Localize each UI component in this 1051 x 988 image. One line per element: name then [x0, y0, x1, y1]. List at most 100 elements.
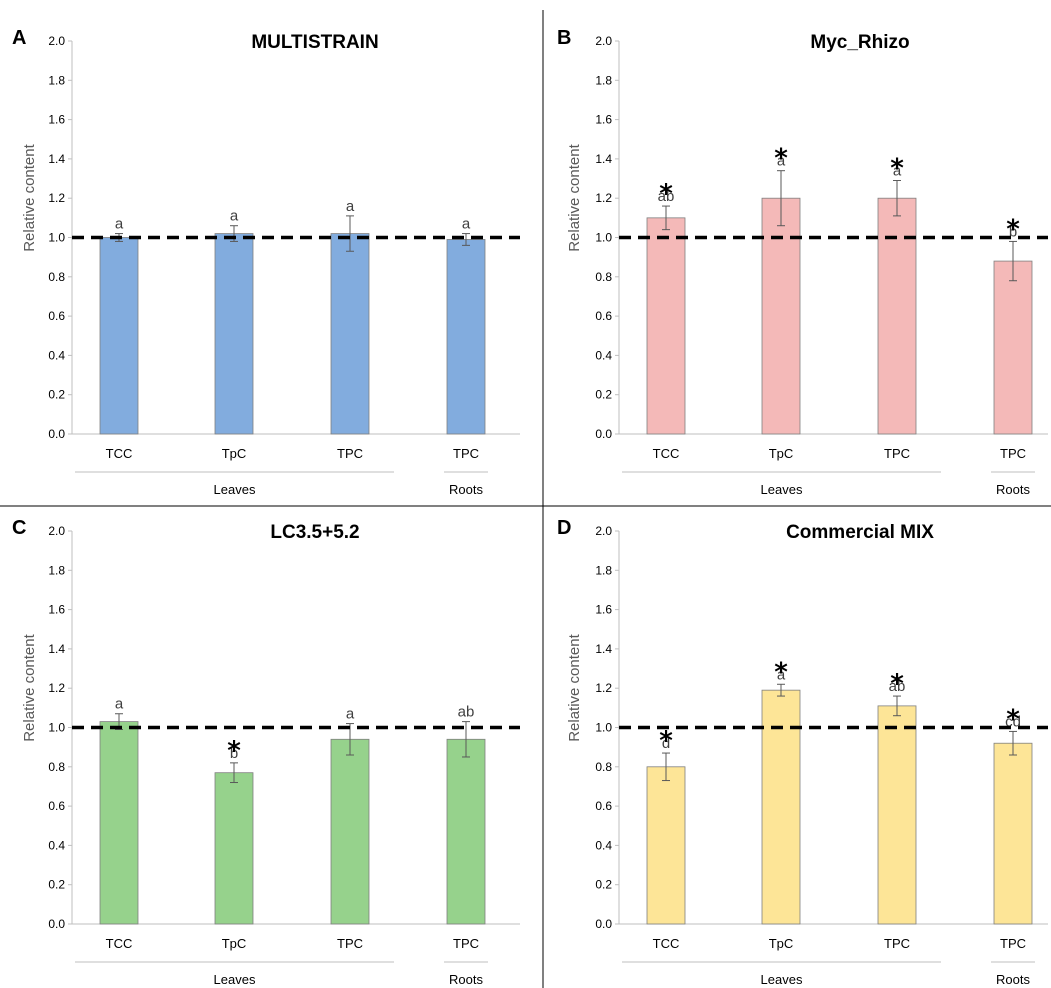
group-label: Roots [449, 972, 483, 987]
significance-letter: a [346, 198, 355, 215]
chart-title: Commercial MIX [786, 522, 934, 543]
significance-star: * [659, 726, 673, 756]
y-tick-label: 1.6 [48, 113, 65, 127]
significance-letter: a [462, 216, 471, 233]
y-tick-label: 0.4 [595, 838, 612, 852]
significance-star: * [774, 144, 788, 174]
y-tick-label: 0.4 [595, 348, 612, 362]
y-tick-label: 1.8 [595, 563, 612, 577]
bar [646, 217, 686, 435]
x-tick-label: TCC [653, 446, 680, 461]
x-tick-label: TPC [1000, 446, 1026, 461]
x-tick-label: TPC [453, 936, 479, 951]
significance-letter: ab [889, 678, 906, 695]
bar [761, 689, 801, 925]
significance-letter: a [777, 666, 786, 683]
significance-letter: a [346, 706, 355, 723]
y-axis-label: Relative content [566, 633, 583, 741]
group-label: Leaves [761, 972, 803, 987]
y-axis-label: Relative content [566, 143, 583, 251]
x-tick-label: TpC [222, 446, 247, 461]
y-tick-label: 0.0 [595, 427, 612, 441]
x-tick-label: TCC [106, 446, 133, 461]
significance-letter: a [115, 696, 124, 713]
y-tick-label: 0.2 [595, 878, 612, 892]
x-tick-label: TCC [653, 936, 680, 951]
bar [214, 772, 254, 925]
group-label: Leaves [214, 972, 256, 987]
y-tick-label: 0.8 [48, 760, 65, 774]
x-tick-label: TPC [337, 936, 363, 951]
y-tick-label: 0.0 [48, 917, 65, 931]
significance-star: * [659, 179, 673, 209]
y-tick-label: 0.0 [48, 427, 65, 441]
y-tick-label: 1.0 [48, 231, 65, 245]
significance-star: * [1006, 704, 1020, 734]
significance-star: * [1006, 214, 1020, 244]
y-tick-label: 1.4 [595, 152, 612, 166]
y-tick-label: 1.0 [595, 231, 612, 245]
y-tick-label: 0.6 [48, 799, 65, 813]
group-label: Roots [449, 482, 483, 497]
bar [761, 197, 801, 435]
y-tick-label: 0.6 [595, 309, 612, 323]
bar [993, 742, 1033, 925]
x-tick-label: TPC [1000, 936, 1026, 951]
significance-letter: a [777, 153, 786, 170]
significance-letter: ab [458, 704, 475, 721]
bar [99, 721, 139, 925]
y-tick-label: 1.0 [48, 721, 65, 735]
panel-letter: C [12, 517, 26, 539]
significance-star: * [227, 736, 241, 766]
significance-star: * [890, 154, 904, 184]
significance-letter: a [230, 208, 239, 225]
y-tick-label: 1.4 [48, 152, 65, 166]
bar [214, 233, 254, 435]
x-tick-label: TPC [453, 446, 479, 461]
y-axis-label: Relative content [21, 633, 38, 741]
x-tick-label: TpC [769, 446, 794, 461]
significance-star: * [774, 657, 788, 687]
significance-letter: d [662, 735, 670, 752]
group-label: Roots [996, 482, 1030, 497]
y-tick-label: 2.0 [595, 34, 612, 48]
bar [877, 705, 917, 925]
chart-panel-a: A MULTISTRAIN 0.0 0.2 0.4 0.6 0.8 1.0 1.2 1.4 1.6 1… [12, 27, 520, 497]
bar [993, 260, 1033, 435]
panel-letter: B [557, 27, 571, 49]
significance-letter: b [230, 745, 238, 762]
y-tick-label: 2.0 [595, 524, 612, 538]
x-tick-label: TPC [337, 446, 363, 461]
chart-panels: A MULTISTRAIN 0.0 0.2 0.4 0.6 0.8 1.0 1.2 1.4 1.6 1… [12, 27, 1048, 987]
x-tick-label: TPC [884, 936, 910, 951]
y-tick-label: 1.4 [48, 642, 65, 656]
y-tick-label: 0.8 [595, 270, 612, 284]
y-tick-label: 1.6 [595, 603, 612, 617]
group-label: Roots [996, 972, 1030, 987]
x-tick-label: TpC [222, 936, 247, 951]
y-tick-label: 1.4 [595, 642, 612, 656]
chart-panel-b: B Myc_Rhizo 0.0 0.2 0.4 0.6 0.8 1.0 1.2 1.4 1.6 1.8… [557, 27, 1048, 497]
chart-panel-c: C LC3.5+5.2 0.0 0.2 0.4 0.6 0.8 1.0 1.2 1.4 1.6 1.8… [12, 517, 520, 987]
y-tick-label: 1.8 [48, 563, 65, 577]
y-tick-label: 0.2 [595, 388, 612, 402]
bar [446, 239, 486, 435]
bar [330, 233, 370, 435]
significance-letter: a [115, 216, 124, 233]
panel-dividers [0, 10, 1051, 988]
y-tick-label: 1.2 [595, 191, 612, 205]
y-tick-label: 0.2 [48, 388, 65, 402]
y-tick-label: 0.4 [48, 838, 65, 852]
y-tick-label: 1.8 [48, 73, 65, 87]
y-tick-label: 0.6 [48, 309, 65, 323]
significance-letter: ab [658, 188, 675, 205]
y-axis-label: Relative content [21, 143, 38, 251]
chart-title: LC3.5+5.2 [270, 522, 359, 543]
bar [99, 237, 139, 435]
x-tick-label: TpC [769, 936, 794, 951]
group-label: Leaves [761, 482, 803, 497]
y-tick-label: 1.6 [48, 603, 65, 617]
significance-letter: b [1009, 223, 1017, 240]
significance-letter: a [893, 163, 902, 180]
